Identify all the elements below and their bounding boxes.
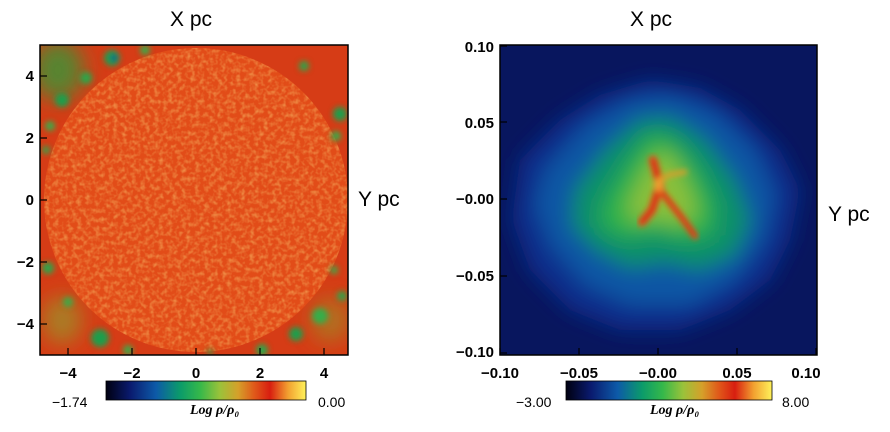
right-xtick-label: 0.05 [722, 365, 751, 382]
left-xtick-label: −4 [59, 365, 77, 382]
right-colorbar-min: −3.00 [516, 394, 552, 410]
right-colorbar-title: Log ρ/ρ₀ [649, 403, 699, 418]
right-xtick-label: −0.00 [639, 365, 677, 382]
right-ytick-label: −0.10 [456, 344, 494, 361]
left-y-ticks [40, 75, 47, 325]
corner-clump-bottomleft [42, 296, 82, 344]
left-xtick-label: −2 [123, 365, 140, 382]
left-colorbar-title: Log ρ/ρ₀ [189, 403, 239, 418]
right-ytick-label: 0.05 [465, 115, 494, 132]
filaments [637, 155, 699, 240]
right-heatmap [500, 45, 817, 355]
right-ytick-label: −0.05 [456, 268, 494, 285]
right-xtick-label: −0.05 [560, 365, 598, 382]
right-panel: X pc Y pc [456, 8, 870, 418]
right-xtick-label: 0.10 [791, 365, 820, 382]
left-heatmap [40, 45, 348, 355]
left-sphere-texture [44, 48, 348, 352]
right-ytick-label: −0.00 [456, 191, 494, 208]
left-xtick-label: 4 [320, 365, 329, 382]
left-panel: X pc Y pc [17, 8, 400, 418]
right-side-label: Y pc [828, 203, 870, 226]
left-side-label: Y pc [358, 188, 400, 211]
left-xtick-label: 0 [192, 365, 200, 382]
left-ytick-label: 4 [26, 68, 35, 85]
right-y-ticks [500, 45, 507, 354]
left-colorbar [105, 380, 307, 401]
left-colorbar-max: 0.00 [318, 394, 345, 410]
left-xtick-label: 2 [256, 365, 264, 382]
right-colorbar-max: 8.00 [782, 394, 809, 410]
left-ytick-label: 0 [26, 192, 34, 209]
right-x-ticks [499, 348, 817, 355]
left-ytick-label: −4 [17, 316, 35, 333]
right-xtick-label: −0.10 [481, 365, 519, 382]
right-colorbar [565, 380, 773, 401]
corner-clump-topleft [40, 45, 84, 100]
right-ytick-label: 0.10 [465, 39, 494, 56]
left-ytick-label: 2 [26, 130, 34, 147]
right-top-label: X pc [630, 8, 672, 31]
left-ytick-label: −2 [17, 254, 34, 271]
left-top-label: X pc [170, 8, 212, 31]
left-colorbar-min: −1.74 [52, 394, 88, 410]
left-x-ticks [67, 348, 325, 355]
edge-clumps [42, 45, 347, 355]
